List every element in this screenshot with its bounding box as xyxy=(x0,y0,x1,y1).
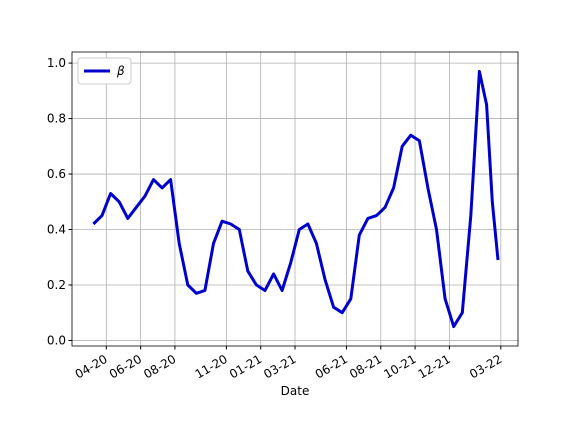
y-tick-label: 1.0 xyxy=(47,56,66,70)
data-line xyxy=(92,69,500,329)
plot-area xyxy=(72,52,518,346)
y-tick-label: 0.2 xyxy=(47,278,66,292)
y-tick-label: 0.4 xyxy=(47,223,66,237)
y-tick-label: 0.8 xyxy=(47,112,66,126)
y-tick-label: 0.0 xyxy=(47,333,66,347)
y-tick-label: 0.6 xyxy=(47,167,66,181)
legend-label: β xyxy=(116,64,125,78)
x-axis-label: Date xyxy=(281,384,310,398)
